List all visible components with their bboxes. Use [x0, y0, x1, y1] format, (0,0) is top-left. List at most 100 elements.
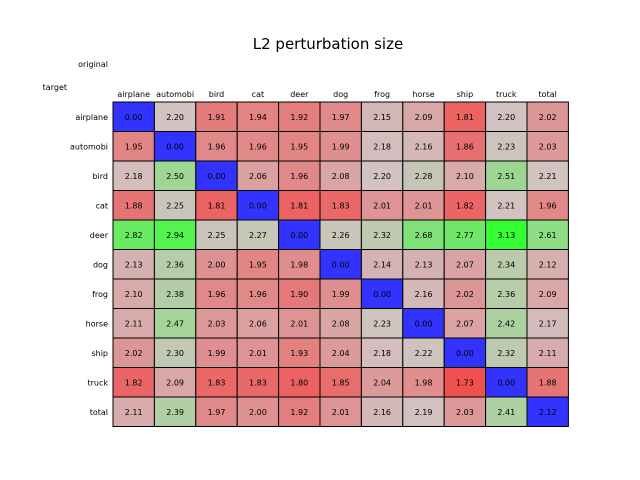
heatmap-cell-rect [319, 219, 362, 250]
heatmap-cell-value: 2.30 [166, 349, 184, 358]
heatmap-cell-value: 2.25 [208, 231, 226, 240]
heatmap-cell-value: 2.19 [415, 408, 433, 417]
heatmap-cell-value: 0.00 [208, 172, 226, 181]
heatmap-cell: 1.95 [278, 131, 321, 162]
heatmap-cell: 2.01 [360, 190, 404, 221]
heatmap-cell-rect [278, 308, 321, 339]
heatmap-cell: 1.90 [278, 278, 321, 309]
heatmap-cell-value: 2.23 [497, 142, 515, 151]
heatmap-cell-rect [319, 367, 362, 398]
heatmap-cell-value: 2.07 [456, 319, 474, 328]
heatmap-cell-value: 2.15 [373, 113, 391, 122]
heatmap-cell: 2.11 [112, 396, 155, 427]
column-label-horse: horse [412, 90, 434, 99]
heatmap-cell-value: 0.00 [497, 378, 515, 387]
heatmap-cell-value: 2.20 [166, 113, 184, 122]
heatmap-cell: 2.26 [319, 219, 362, 250]
heatmap-cell-rect [112, 219, 155, 250]
heatmap-cell: 2.09 [526, 278, 569, 309]
heatmap-cell: 2.02 [112, 337, 155, 368]
column-label-truck: truck [496, 90, 517, 99]
chart-title: L2 perturbation size [253, 35, 403, 53]
heatmap-cell-rect [485, 337, 528, 368]
heatmap-cell-value: 1.93 [290, 349, 308, 358]
heatmap-cell-value: 1.82 [125, 378, 143, 387]
heatmap-cell: 2.41 [485, 396, 528, 427]
heatmap-cell: 2.00 [236, 396, 280, 427]
heatmap-cell-value: 1.99 [208, 349, 226, 358]
heatmap-cell-value: 2.01 [373, 201, 391, 210]
heatmap-cell-value: 2.02 [125, 349, 143, 358]
heatmap-cell: 1.98 [278, 249, 321, 280]
heatmap-cell-value: 2.00 [249, 408, 267, 417]
heatmap-cell-rect [319, 249, 362, 280]
heatmap-cell: 2.01 [319, 396, 362, 427]
heatmap-cell: 1.93 [278, 337, 321, 368]
heatmap-cell-rect [153, 219, 197, 250]
heatmap-cell-value: 1.88 [125, 201, 143, 210]
heatmap-cell: 2.15 [360, 101, 404, 132]
heatmap-cell-rect [402, 278, 445, 309]
heatmap-cell-value: 2.21 [539, 172, 557, 181]
heatmap-cell-rect [278, 219, 321, 250]
heatmap-cell: 0.00 [236, 190, 280, 221]
heatmap-cell: 2.42 [485, 308, 528, 339]
heatmap-cell-value: 2.61 [539, 231, 557, 240]
heatmap-cell: 1.99 [195, 337, 238, 368]
heatmap-cell: 0.00 [402, 308, 445, 339]
heatmap-cell-value: 2.06 [249, 172, 267, 181]
heatmap-cell-rect [236, 190, 280, 221]
heatmap-cell-value: 1.97 [208, 408, 226, 417]
heatmap-cell-value: 2.23 [373, 319, 391, 328]
heatmap-cell-value: 2.01 [332, 408, 350, 417]
heatmap-cell-value: 2.13 [415, 260, 433, 269]
heatmap-cell: 1.86 [443, 131, 487, 162]
heatmap-cell: 2.32 [485, 337, 528, 368]
heatmap-cell-value: 2.04 [373, 378, 391, 387]
heatmap-cell-value: 2.16 [415, 142, 433, 151]
heatmap-cell: 2.01 [278, 308, 321, 339]
heatmap-cell: 2.06 [236, 308, 280, 339]
heatmap-cell: 1.96 [195, 278, 238, 309]
heatmap-cell-value: 2.94 [166, 231, 184, 240]
heatmap-cell-rect [319, 278, 362, 309]
heatmap-cell-value: 0.00 [125, 113, 143, 122]
heatmap-cell: 2.13 [402, 249, 445, 280]
heatmap-cell-value: 3.13 [497, 231, 515, 240]
heatmap-cell: 2.08 [319, 308, 362, 339]
heatmap-cell: 1.81 [443, 101, 487, 132]
heatmap-cell: 2.21 [526, 160, 569, 191]
row-label-cat: cat [96, 201, 108, 210]
heatmap-cell: 0.00 [485, 367, 528, 398]
heatmap-cell-rect [112, 337, 155, 368]
heatmap-cell-rect [360, 337, 404, 368]
heatmap-cell-value: 2.02 [456, 290, 474, 299]
heatmap-cell-value: 1.97 [332, 113, 350, 122]
heatmap-cell-value: 2.25 [166, 201, 184, 210]
heatmap-cell-value: 2.77 [456, 231, 474, 240]
row-label-deer: deer [90, 231, 109, 240]
heatmap-cell-value: 1.80 [290, 378, 308, 387]
heatmap-cell-value: 2.18 [125, 172, 143, 181]
heatmap-cell-value: 1.83 [249, 378, 267, 387]
heatmap-cell: 0.00 [443, 337, 487, 368]
heatmap-cell-value: 1.95 [249, 260, 267, 269]
heatmap-cell-value: 1.96 [208, 290, 226, 299]
heatmap-cell-rect [402, 131, 445, 162]
heatmap-cell-value: 2.11 [539, 349, 557, 358]
heatmap-cell: 2.36 [485, 278, 528, 309]
column-label-bird: bird [209, 90, 225, 99]
heatmap-cell-value: 2.34 [497, 260, 515, 269]
column-label-total: total [539, 90, 557, 99]
heatmap-cell-value: 1.88 [539, 378, 557, 387]
heatmap-cell-value: 2.18 [373, 349, 391, 358]
heatmap-cell-value: 1.91 [208, 113, 226, 122]
column-label-cat: cat [252, 90, 264, 99]
heatmap-cell: 2.01 [236, 337, 280, 368]
heatmap-cell-value: 0.00 [373, 290, 391, 299]
heatmap-cell: 1.83 [319, 190, 362, 221]
heatmap-cell: 2.03 [443, 396, 487, 427]
heatmap-cell: 2.16 [402, 278, 445, 309]
heatmap-cell-rect [278, 396, 321, 427]
column-axis-label: original [78, 60, 108, 69]
